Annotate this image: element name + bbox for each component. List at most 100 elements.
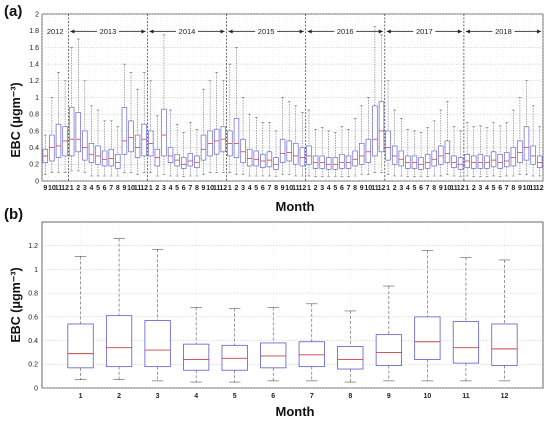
panel-a-y-tick-label: 0.4 <box>29 145 39 152</box>
panel-a-arrowhead-left <box>465 29 470 34</box>
panel-b-y-tick-label: 0.8 <box>28 291 38 298</box>
panel-a-x-tick-label: 4 <box>327 185 331 192</box>
panel-a-y-tick-label: 2 <box>35 11 39 18</box>
panel-a-x-tick-label: 1 <box>307 185 311 192</box>
panel-a-box <box>444 140 451 163</box>
panel-a-x-tick-label: 3 <box>478 185 482 192</box>
panel-a-box <box>246 148 253 167</box>
panel-a-arrowhead-right <box>378 29 383 34</box>
panel-a-y-tick-label: 0.2 <box>29 162 39 169</box>
panel-a-x-tick-label: 9 <box>122 185 126 192</box>
panel-a-x-tick-label: 5 <box>254 185 258 192</box>
panel-b-box <box>260 342 287 369</box>
panel-a-box <box>286 140 292 162</box>
panel-a-box <box>181 157 187 169</box>
panel-a-x-tick-label: 3 <box>320 185 324 192</box>
panel-a-arrowhead-right <box>457 29 462 34</box>
panel-a-x-tick-label: 7 <box>188 185 192 192</box>
panel-a-box <box>378 101 385 153</box>
panel-a-box <box>306 145 312 165</box>
panel-a-arrowhead-left <box>386 29 391 34</box>
panel-a-box <box>438 145 444 165</box>
panel-a-box <box>471 155 477 169</box>
panel-a-arrowhead-left <box>149 29 154 34</box>
panel-a-year-label-bg <box>176 25 199 35</box>
panel-a-box <box>161 108 167 157</box>
panel-a-x-tick-label: 3 <box>399 185 403 192</box>
panel-a-x-tick-label: 10 <box>364 185 372 192</box>
panel-a-box <box>266 151 273 168</box>
panel-b-box <box>144 320 171 368</box>
panel-a-box <box>213 128 220 155</box>
panel-b-x-tick-label: 7 <box>310 393 314 400</box>
panel-a-box <box>49 134 55 162</box>
panel-a-box <box>497 153 503 169</box>
panel-a-box <box>167 147 174 163</box>
panel-b-box <box>105 315 133 368</box>
panel-a-box <box>141 123 147 157</box>
panel-a-x-tick-label: 7 <box>426 185 430 192</box>
panel-a-y-tick-label: 0 <box>35 178 39 185</box>
panel-b-x-tick-label: 5 <box>233 393 237 400</box>
panel-b-box <box>221 344 248 371</box>
panel-a-x-tick-label: 2 <box>393 185 397 192</box>
panel-a-x-tick-label: 10 <box>48 185 56 192</box>
panel-a-x-tick-label: 3 <box>241 185 245 192</box>
panel-a-box <box>312 155 319 169</box>
panel-a-year-label: 2014 <box>179 27 196 36</box>
panel-a-box <box>424 153 431 169</box>
panel-a-x-tick-label: 8 <box>116 185 120 192</box>
panel-a-x-tick-label: 9 <box>360 185 364 192</box>
panel-a-box <box>293 143 299 165</box>
panel-a-x-tick-label: 7 <box>267 185 271 192</box>
panel-a-x-tick-label: 3 <box>83 185 87 192</box>
panel-a-box <box>200 134 207 161</box>
panel-a-box <box>187 153 194 167</box>
panel-a-box <box>55 123 62 158</box>
panel-a-year-label-bg <box>255 25 278 35</box>
panel-b-x-tick-label: 4 <box>194 393 198 400</box>
panel-a-x-tick-label: 11 <box>371 185 379 192</box>
panel-a-box <box>273 157 279 170</box>
panel-b-y-tick-label: 0.4 <box>28 338 38 345</box>
panel-b-box <box>298 341 325 368</box>
panel-a-box <box>451 155 457 168</box>
panel-a-x-tick-label: 11 <box>213 185 221 192</box>
panel-a-x-tick-label: 11 <box>134 185 142 192</box>
panel-a-box <box>536 155 543 168</box>
panel-a-box <box>457 157 464 170</box>
panel-a-x-tick-label: 10 <box>127 185 135 192</box>
panel-a-box <box>233 118 240 158</box>
panel-a-x-tick-label: 12 <box>378 185 386 192</box>
panel-a-x-tick-label: 5 <box>492 185 496 192</box>
panel-b-y-tick-label: 1.2 <box>28 243 38 250</box>
panel-a-x-tick-label: 3 <box>162 185 166 192</box>
panel-b-box <box>67 323 94 369</box>
panel-a-box <box>477 153 484 169</box>
panel-a-x-tick-label: 12 <box>536 185 544 192</box>
panel-a-box <box>484 155 490 169</box>
panel-a-box <box>82 130 88 161</box>
panel-a-y-tick-label: 1.4 <box>29 62 39 69</box>
panel-a-x-tick-label: 4 <box>89 185 93 192</box>
panel-a-x-tick-label: 10 <box>444 185 452 192</box>
panel-a-x-tick-label: 8 <box>511 185 515 192</box>
panel-a-box <box>121 107 128 155</box>
panel-b-x-tick-label: 8 <box>348 393 352 400</box>
panel-a-arrowhead-left <box>228 29 233 34</box>
panel-a-box <box>326 157 332 170</box>
panel-a-x-tick-label: 5 <box>175 185 179 192</box>
panel-a-x-tick-label: 2 <box>155 185 159 192</box>
panel-a-box <box>88 143 95 163</box>
panel-a-arrowhead-right <box>141 29 146 34</box>
panel-a-arrowhead-right <box>299 29 304 34</box>
panel-a-box <box>279 138 286 163</box>
panel-b-x-tick-label: 9 <box>387 393 391 400</box>
panel-a-x-tick-label: 2 <box>76 185 80 192</box>
panel-a-year-label: 2012 <box>47 27 64 36</box>
panel-b-x-tick-label: 6 <box>271 393 275 400</box>
panel-b-y-tick-label: 0 <box>34 385 38 392</box>
panel-a-year-label: 2016 <box>337 27 354 36</box>
panel-a-box <box>530 145 536 165</box>
panel-a-x-tick-label: 2 <box>235 185 239 192</box>
